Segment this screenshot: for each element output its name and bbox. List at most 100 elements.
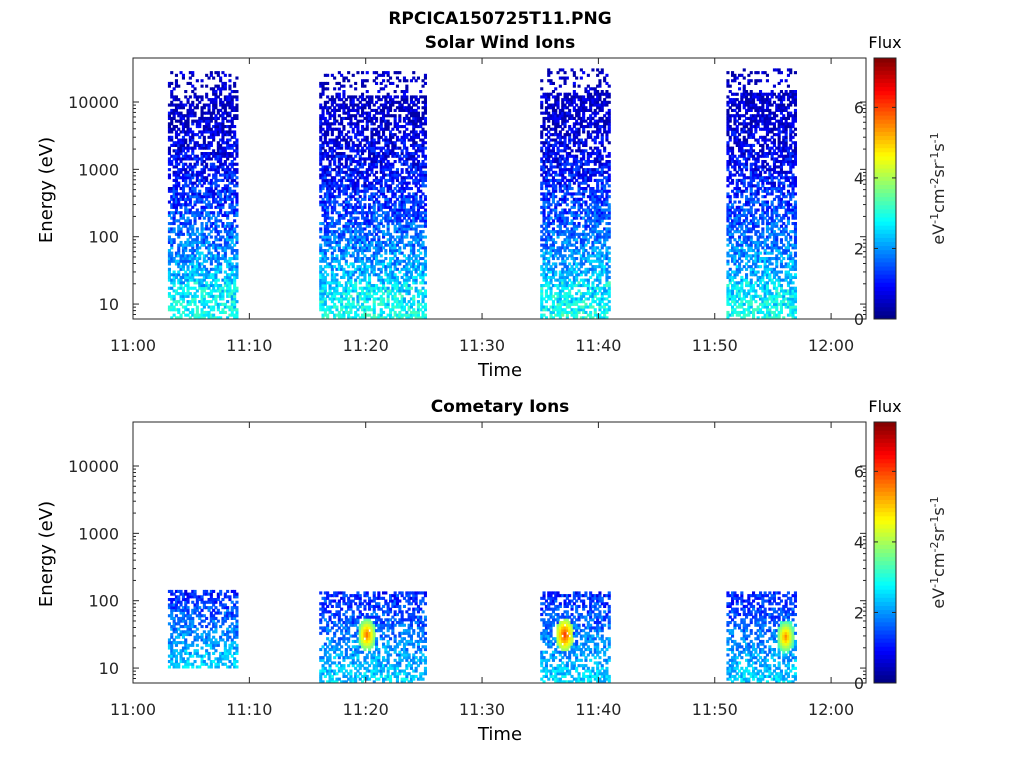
heatmap-cell: [330, 216, 334, 220]
heatmap-cell: [235, 162, 239, 166]
heatmap-cell: [195, 265, 199, 269]
heatmap-cell: [177, 119, 181, 123]
heatmap-cell: [167, 213, 171, 217]
heatmap-cell: [547, 79, 551, 83]
heatmap-cell: [170, 162, 174, 166]
heatmap-cell: [398, 205, 402, 209]
heatmap-cell: [347, 310, 351, 314]
heatmap-cell: [540, 313, 544, 317]
heatmap-cell: [330, 73, 334, 77]
heatmap-cell: [212, 227, 216, 231]
heatmap-cell: [337, 95, 341, 99]
heatmap-cell: [542, 92, 546, 96]
heatmap-cell: [174, 108, 178, 112]
heatmap-cell: [200, 195, 204, 199]
heatmap-cell: [572, 138, 576, 142]
heatmap-cell: [223, 213, 227, 217]
heatmap-cell: [379, 73, 383, 77]
heatmap-cell: [340, 73, 344, 77]
heatmap-cell: [568, 267, 572, 271]
heatmap-cell: [414, 257, 418, 261]
heatmap-cell: [167, 273, 171, 277]
heatmap-cell: [572, 227, 576, 231]
heatmap-cell: [347, 135, 351, 139]
heatmap-cell: [416, 200, 420, 204]
heatmap-cell: [326, 143, 330, 147]
heatmap-cell: [235, 149, 239, 153]
heatmap-cell: [421, 160, 425, 164]
heatmap-cell: [337, 173, 341, 177]
heatmap-cell: [547, 281, 551, 285]
heatmap-cell: [395, 278, 399, 282]
heatmap-cell: [405, 286, 409, 290]
heatmap-cell: [337, 184, 341, 188]
heatmap-cell: [368, 297, 372, 301]
heatmap-cell: [216, 146, 220, 150]
heatmap-cell: [226, 213, 230, 217]
heatmap-cell: [337, 232, 341, 236]
heatmap-cell: [542, 162, 546, 166]
heatmap-cell: [347, 224, 351, 228]
heatmap-cell: [228, 79, 232, 83]
heatmap-cell: [375, 141, 379, 145]
heatmap-cell: [414, 275, 418, 279]
heatmap-cell: [358, 235, 362, 239]
heatmap-cell: [219, 165, 223, 169]
heatmap-cell: [188, 222, 192, 226]
heatmap-cell: [549, 173, 553, 177]
heatmap-cell: [358, 203, 362, 207]
heatmap-cell: [384, 267, 388, 271]
heatmap-cell: [542, 267, 546, 271]
heatmap-cell: [416, 173, 420, 177]
heatmap-cell: [349, 135, 353, 139]
heatmap-cell: [207, 243, 211, 247]
heatmap-cell: [561, 119, 565, 123]
heatmap-cell: [177, 230, 181, 234]
heatmap-cell: [400, 224, 404, 228]
heatmap-cell: [395, 257, 399, 261]
heatmap-cell: [423, 162, 427, 166]
heatmap-cell: [179, 254, 183, 258]
heatmap-cell: [412, 108, 416, 112]
heatmap-cell: [333, 98, 337, 102]
heatmap-cell: [379, 275, 383, 279]
heatmap-cell: [365, 211, 369, 215]
heatmap-cell: [323, 219, 327, 223]
heatmap-cell: [191, 240, 195, 244]
heatmap-cell: [223, 189, 227, 193]
heatmap-cell: [356, 200, 360, 204]
heatmap-cell: [326, 294, 330, 298]
heatmap-cell: [549, 278, 553, 282]
heatmap-cell: [230, 192, 234, 196]
heatmap-cell: [209, 230, 213, 234]
heatmap-cell: [174, 106, 178, 110]
heatmap-cell: [207, 313, 211, 317]
heatmap-cell: [542, 232, 546, 236]
heatmap-cell: [319, 281, 323, 285]
heatmap-cell: [402, 79, 406, 83]
heatmap-cell: [356, 251, 360, 255]
heatmap-cell: [540, 305, 544, 309]
heatmap-cell: [377, 135, 381, 139]
heatmap-cell: [416, 154, 420, 158]
heatmap-cell: [393, 119, 397, 123]
heatmap-cell: [319, 135, 323, 139]
heatmap-cell: [389, 246, 393, 250]
heatmap-cell: [328, 162, 332, 166]
heatmap-cell: [544, 267, 548, 271]
heatmap-cell: [321, 141, 325, 145]
heatmap-cell: [561, 127, 565, 131]
heatmap-cell: [407, 313, 411, 317]
heatmap-cell: [544, 176, 548, 180]
heatmap-cell: [540, 106, 544, 110]
heatmap-cell: [556, 98, 560, 102]
heatmap-cell: [333, 313, 337, 317]
heatmap-cell: [207, 119, 211, 123]
heatmap-cell: [177, 278, 181, 282]
heatmap-cell: [202, 294, 206, 298]
heatmap-cell: [561, 114, 565, 118]
heatmap-cell: [235, 146, 239, 150]
heatmap-cell: [393, 160, 397, 164]
heatmap-cell: [416, 316, 420, 320]
heatmap-cell: [423, 281, 427, 285]
